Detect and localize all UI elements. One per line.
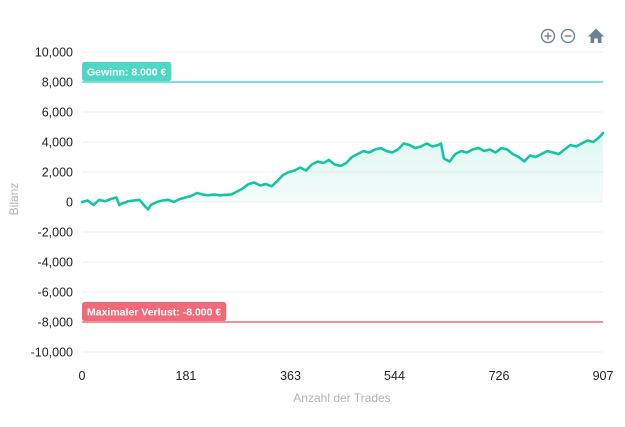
y-tick-label: -2,000 xyxy=(38,226,73,240)
y-tick-label: -10,000 xyxy=(31,346,73,360)
annotation-label: Gewinn: 8.000 € xyxy=(82,62,172,81)
y-tick-label: 8,000 xyxy=(42,76,73,90)
y-tick-label: -8,000 xyxy=(38,316,73,330)
annotation-text: Maximaler Verlust: -8.000 € xyxy=(87,307,221,319)
x-tick-label: 363 xyxy=(280,369,301,383)
annotation-label: Maximaler Verlust: -8.000 € xyxy=(82,302,227,321)
y-axis-title: Bilanz xyxy=(7,183,21,216)
zoom-out-icon[interactable] xyxy=(560,28,576,44)
x-tick-label: 0 xyxy=(79,369,86,383)
x-tick-label: 907 xyxy=(593,369,614,383)
annotation-badge xyxy=(82,62,172,81)
y-tick-label: 0 xyxy=(66,196,73,210)
home-icon[interactable] xyxy=(588,28,604,44)
zoom-in-icon[interactable] xyxy=(540,28,556,44)
annotation-badge xyxy=(82,302,227,321)
x-tick-label: 181 xyxy=(176,369,197,383)
y-tick-label: 4,000 xyxy=(42,136,73,150)
y-tick-label: 10,000 xyxy=(35,46,73,60)
y-tick-label: 6,000 xyxy=(42,106,73,120)
series-area xyxy=(82,133,603,210)
x-tick-label: 726 xyxy=(489,369,510,383)
y-tick-label: 2,000 xyxy=(42,166,73,180)
series-line xyxy=(80,131,605,211)
y-tick-label: -4,000 xyxy=(38,256,73,270)
annotation-text: Gewinn: 8.000 € xyxy=(87,67,167,79)
x-axis-title: Anzahl der Trades xyxy=(293,391,390,405)
y-tick-label: -6,000 xyxy=(38,286,73,300)
x-tick-label: 544 xyxy=(384,369,405,383)
